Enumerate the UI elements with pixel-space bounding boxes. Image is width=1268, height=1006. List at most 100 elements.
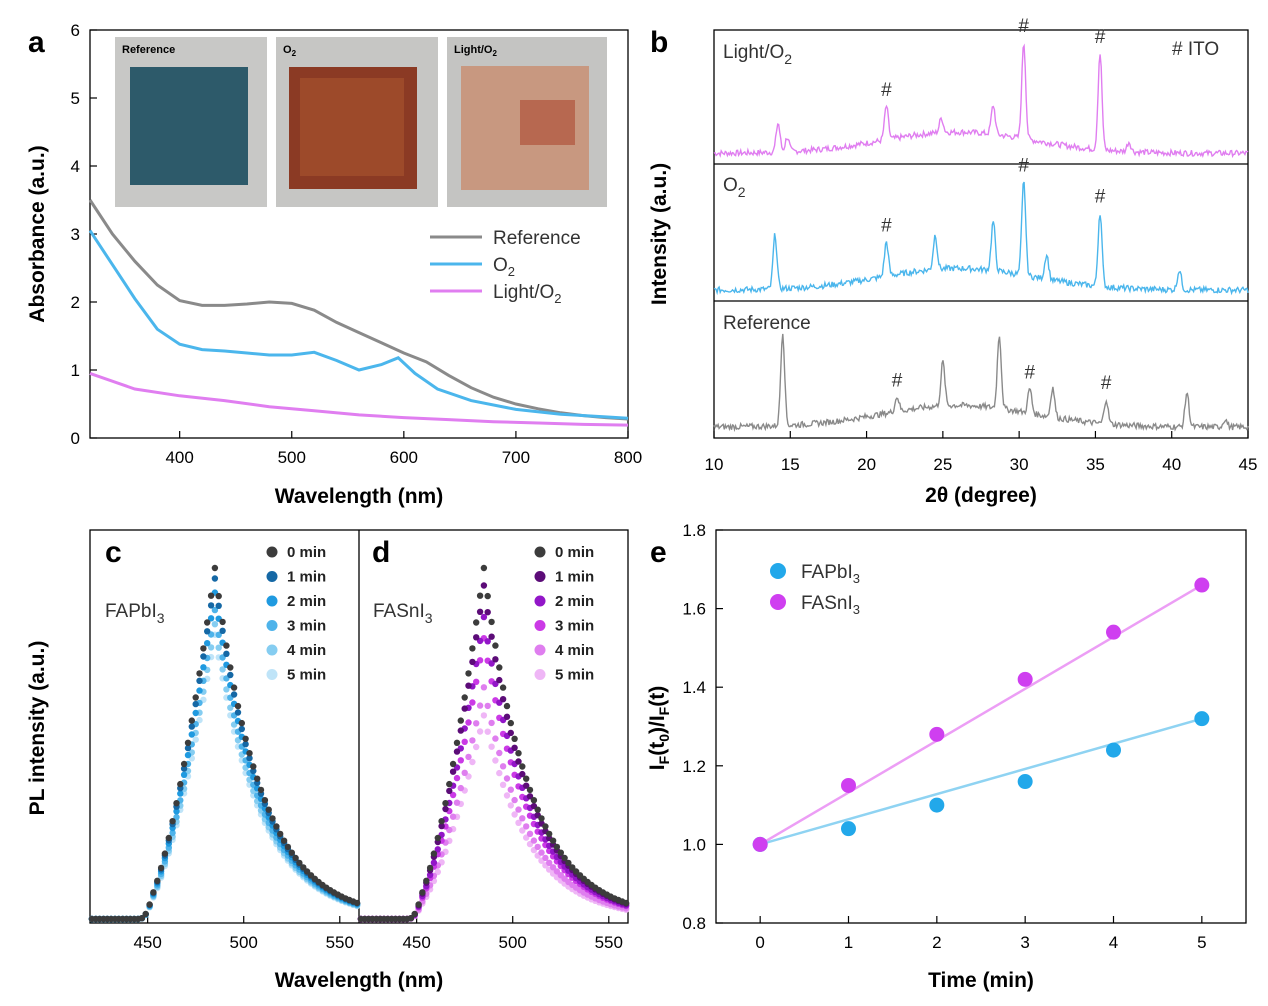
pl-point-c [200, 653, 207, 660]
pl-point-d [523, 782, 530, 789]
legend-dot-d [534, 595, 546, 607]
pl-point-d [449, 791, 457, 799]
legend-dot-d [534, 644, 546, 656]
panel-label-a: a [28, 26, 45, 59]
legend-a: Reference O2 Light/O2 [430, 228, 581, 306]
pl-point-d [519, 770, 526, 778]
pl-point-d [476, 592, 484, 599]
xrd-trace-o2 [713, 181, 1249, 296]
pl-point-c [353, 899, 361, 907]
pl-point-c [196, 677, 203, 684]
pl-point-d [469, 645, 476, 652]
pl-point-c [215, 631, 222, 638]
pl-point-d [453, 799, 461, 806]
x-tick-label-d: 550 [595, 933, 623, 952]
pl-point-c [300, 864, 307, 871]
pl-point-c [138, 915, 146, 922]
pl-point-d [473, 634, 480, 641]
svg-text:FASnI3: FASnI3 [373, 601, 433, 626]
pl-point-d [457, 757, 464, 764]
pl-point-d [496, 769, 503, 777]
y-tick-label-a: 6 [71, 21, 80, 40]
svg-text:FASnI3: FASnI3 [801, 593, 860, 617]
pl-point-d [476, 702, 484, 709]
svg-text:FAPbI3: FAPbI3 [801, 562, 860, 586]
photo-light-o2-spot [520, 100, 575, 145]
y-title-e-2: F [656, 755, 672, 764]
ito-marker: # [892, 371, 903, 392]
pl-point-c [192, 700, 199, 708]
pl-point-c [196, 716, 203, 724]
pl-point-c [161, 850, 169, 857]
panel-label-d: d [372, 536, 390, 569]
pl-point-d [480, 684, 488, 691]
legend-text-d: 1 min [555, 569, 594, 586]
x-tick-label-e: 2 [932, 933, 941, 952]
pl-point-d [526, 830, 534, 837]
pl-point-c [184, 739, 192, 746]
pl-point-c [165, 834, 172, 842]
pl-point-d [546, 859, 553, 866]
pl-point-d [446, 780, 453, 788]
photo-o2-center [300, 78, 404, 176]
sample-label-c-sub: 3 [157, 610, 165, 626]
trace-label-reference: Reference [723, 313, 811, 334]
svg-text:O2: O2 [283, 44, 297, 58]
pl-point-d [526, 786, 534, 794]
pl-point-d [492, 642, 499, 649]
pl-point-d [542, 823, 549, 830]
pl-point-d [519, 815, 526, 822]
pl-point-d [423, 877, 430, 884]
pl-point-d [553, 843, 561, 851]
pl-point-d [511, 744, 518, 751]
pl-point-d [461, 738, 468, 745]
panel-label-c: c [105, 536, 122, 569]
pl-point-c [154, 877, 161, 884]
pl-point-d [449, 813, 457, 820]
x-tick-label-a: 800 [614, 448, 642, 467]
data-point-fasni3 [841, 777, 856, 793]
pl-point-c [242, 741, 249, 748]
pl-point-c [211, 564, 219, 572]
pl-point-c [215, 592, 222, 600]
legend-text-c: 5 min [287, 667, 326, 684]
pl-point-d [453, 739, 461, 746]
data-point-fasni3 [929, 726, 945, 742]
y-title-e-3: (t [646, 742, 669, 756]
panel-a: a Reference O2 Light/O2 400 500 600 700 8000… [26, 21, 642, 508]
pl-point-d [473, 619, 480, 626]
pl-point-c [180, 760, 188, 768]
pl-point-d [465, 753, 472, 761]
legend-text-c: 3 min [287, 618, 326, 635]
photo-label-light-o2: Light/O [454, 44, 493, 56]
pl-point-c [265, 806, 272, 813]
y-title-e-7: (t) [646, 686, 669, 707]
trace-label-light-o2-sub: 2 [784, 51, 792, 67]
pl-point-d [499, 696, 507, 703]
photo-reference-film [130, 67, 248, 185]
sample-label-d: FASnI [373, 601, 425, 622]
legend-text-o2: O [493, 255, 508, 276]
pl-point-d [507, 786, 514, 793]
legend-text-d: 3 min [555, 618, 594, 635]
pl-point-d [465, 719, 472, 726]
axes-e [715, 529, 1247, 924]
pl-point-d [496, 664, 503, 671]
data-point-fapbi3 [841, 821, 856, 837]
pl-point-d [484, 592, 491, 600]
panel-label-e: e [650, 536, 667, 569]
pl-point-c [207, 602, 215, 609]
x-tick-label-a: 600 [390, 448, 418, 467]
pl-point-d [499, 763, 507, 770]
legend-text-light-o2-sub: 2 [554, 291, 561, 306]
pl-point-d [411, 910, 418, 918]
pl-point-d [519, 827, 526, 834]
data-point-fapbi3 [1106, 742, 1121, 758]
pl-point-d [469, 737, 476, 744]
x-tick-label-b: 25 [933, 455, 952, 474]
svg-text:Light/O2: Light/O2 [723, 42, 792, 67]
pl-point-d [442, 800, 449, 807]
pl-point-c [223, 686, 230, 693]
pl-point-c [292, 854, 299, 862]
pl-point-c [173, 800, 180, 807]
